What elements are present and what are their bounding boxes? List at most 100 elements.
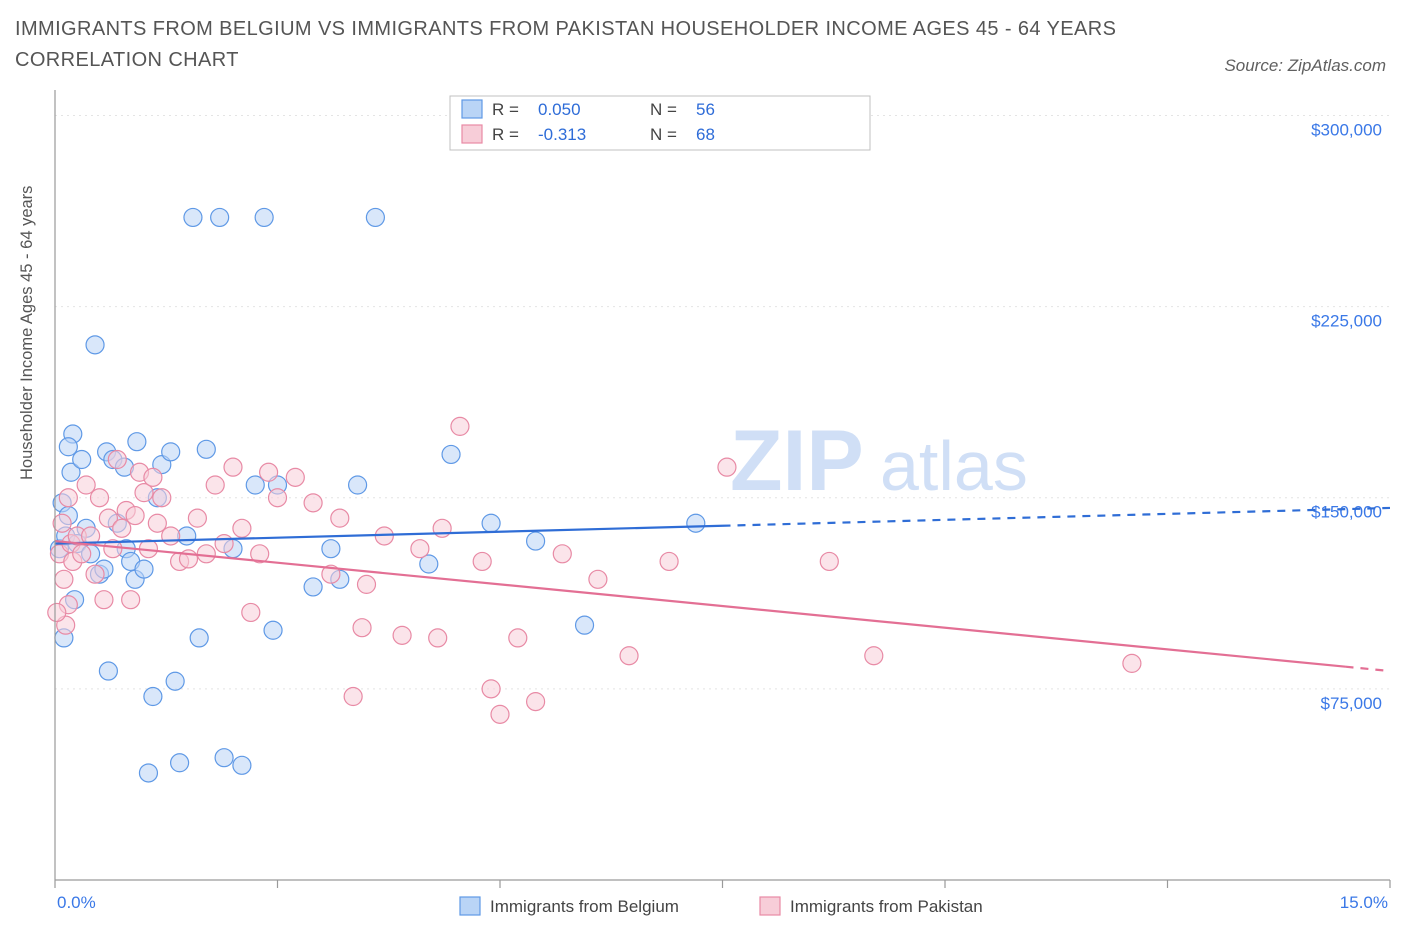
data-point-belgium bbox=[687, 514, 705, 532]
legend-stat-pakistan: N = bbox=[650, 125, 677, 144]
data-point-pakistan bbox=[108, 451, 126, 469]
data-point-pakistan bbox=[527, 693, 545, 711]
legend-stat-pakistan: R = bbox=[492, 125, 519, 144]
chart-page: IMMIGRANTS FROM BELGIUM VS IMMIGRANTS FR… bbox=[0, 0, 1406, 930]
y-gridline-label: $150,000 bbox=[1311, 503, 1382, 522]
data-point-pakistan bbox=[820, 552, 838, 570]
data-point-pakistan bbox=[144, 468, 162, 486]
data-point-pakistan bbox=[95, 591, 113, 609]
data-point-pakistan bbox=[1123, 654, 1141, 672]
data-point-pakistan bbox=[286, 468, 304, 486]
data-point-pakistan bbox=[353, 619, 371, 637]
bottom-legend-belgium: Immigrants from Belgium bbox=[490, 897, 679, 916]
data-point-pakistan bbox=[233, 519, 251, 537]
bottom-swatch-belgium bbox=[460, 897, 480, 915]
chart-canvas: $75,000 $150,000 $225,000 $300,000 ZIPatlas 0… bbox=[0, 0, 1406, 930]
data-point-belgium bbox=[190, 629, 208, 647]
data-point-belgium bbox=[255, 208, 273, 226]
x-tick-label: 15.0% bbox=[1340, 893, 1388, 912]
data-point-belgium bbox=[304, 578, 322, 596]
bottom-swatch-pakistan bbox=[760, 897, 780, 915]
watermark-main: ZIP bbox=[730, 413, 864, 509]
data-point-pakistan bbox=[206, 476, 224, 494]
data-point-pakistan bbox=[55, 570, 73, 588]
data-point-pakistan bbox=[269, 489, 287, 507]
legend-stat-belgium: N = bbox=[650, 100, 677, 119]
watermark-sub: atlas bbox=[880, 427, 1028, 505]
data-point-pakistan bbox=[433, 519, 451, 537]
data-point-belgium bbox=[215, 749, 233, 767]
legend-swatch-belgium bbox=[462, 100, 482, 118]
legend-stat-belgium: 56 bbox=[696, 100, 715, 119]
data-point-belgium bbox=[322, 540, 340, 558]
data-point-pakistan bbox=[215, 535, 233, 553]
data-point-belgium bbox=[171, 754, 189, 772]
data-point-belgium bbox=[144, 688, 162, 706]
y-gridline-label: $300,000 bbox=[1311, 120, 1382, 139]
data-point-belgium bbox=[86, 336, 104, 354]
legend-swatch-pakistan bbox=[462, 125, 482, 143]
data-point-belgium bbox=[442, 445, 460, 463]
data-point-pakistan bbox=[86, 565, 104, 583]
legend-stat-pakistan: 68 bbox=[696, 125, 715, 144]
data-point-pakistan bbox=[491, 705, 509, 723]
data-point-pakistan bbox=[331, 509, 349, 527]
data-point-belgium bbox=[135, 560, 153, 578]
data-point-belgium bbox=[527, 532, 545, 550]
data-point-pakistan bbox=[242, 603, 260, 621]
data-point-pakistan bbox=[153, 489, 171, 507]
data-point-belgium bbox=[366, 208, 384, 226]
data-point-belgium bbox=[197, 440, 215, 458]
data-point-pakistan bbox=[260, 463, 278, 481]
data-point-pakistan bbox=[865, 647, 883, 665]
data-point-pakistan bbox=[393, 626, 411, 644]
data-point-belgium bbox=[162, 443, 180, 461]
data-point-pakistan bbox=[126, 507, 144, 525]
data-point-pakistan bbox=[429, 629, 447, 647]
data-point-belgium bbox=[178, 527, 196, 545]
data-point-pakistan bbox=[224, 458, 242, 476]
data-point-pakistan bbox=[620, 647, 638, 665]
data-point-belgium bbox=[166, 672, 184, 690]
data-point-pakistan bbox=[411, 540, 429, 558]
data-point-pakistan bbox=[304, 494, 322, 512]
data-point-pakistan bbox=[509, 629, 527, 647]
data-point-belgium bbox=[73, 451, 91, 469]
data-point-pakistan bbox=[73, 545, 91, 563]
data-point-belgium bbox=[184, 208, 202, 226]
y-gridline-label: $75,000 bbox=[1321, 694, 1382, 713]
data-point-pakistan bbox=[188, 509, 206, 527]
data-point-belgium bbox=[128, 433, 146, 451]
data-point-pakistan bbox=[451, 417, 469, 435]
data-point-pakistan bbox=[473, 552, 491, 570]
data-point-belgium bbox=[576, 616, 594, 634]
data-point-pakistan bbox=[589, 570, 607, 588]
data-point-pakistan bbox=[553, 545, 571, 563]
bottom-legend-pakistan: Immigrants from Pakistan bbox=[790, 897, 983, 916]
data-point-pakistan bbox=[718, 458, 736, 476]
data-point-pakistan bbox=[59, 489, 77, 507]
legend-stat-belgium: 0.050 bbox=[538, 100, 581, 119]
regression-pakistan-dashed bbox=[1346, 667, 1391, 671]
regression-belgium-dashed bbox=[723, 508, 1391, 526]
data-point-pakistan bbox=[660, 552, 678, 570]
data-point-pakistan bbox=[53, 514, 71, 532]
data-point-pakistan bbox=[48, 603, 66, 621]
data-point-belgium bbox=[233, 756, 251, 774]
data-point-pakistan bbox=[344, 688, 362, 706]
data-point-belgium bbox=[482, 514, 500, 532]
data-point-belgium bbox=[211, 208, 229, 226]
data-point-pakistan bbox=[162, 527, 180, 545]
data-point-belgium bbox=[99, 662, 117, 680]
legend-stat-pakistan: -0.313 bbox=[538, 125, 586, 144]
data-point-belgium bbox=[349, 476, 367, 494]
data-point-pakistan bbox=[122, 591, 140, 609]
data-point-belgium bbox=[139, 764, 157, 782]
data-point-pakistan bbox=[91, 489, 109, 507]
data-point-pakistan bbox=[482, 680, 500, 698]
data-point-pakistan bbox=[197, 545, 215, 563]
data-point-belgium bbox=[264, 621, 282, 639]
y-gridline-label: $225,000 bbox=[1311, 312, 1382, 331]
legend-stat-belgium: R = bbox=[492, 100, 519, 119]
data-point-pakistan bbox=[358, 575, 376, 593]
